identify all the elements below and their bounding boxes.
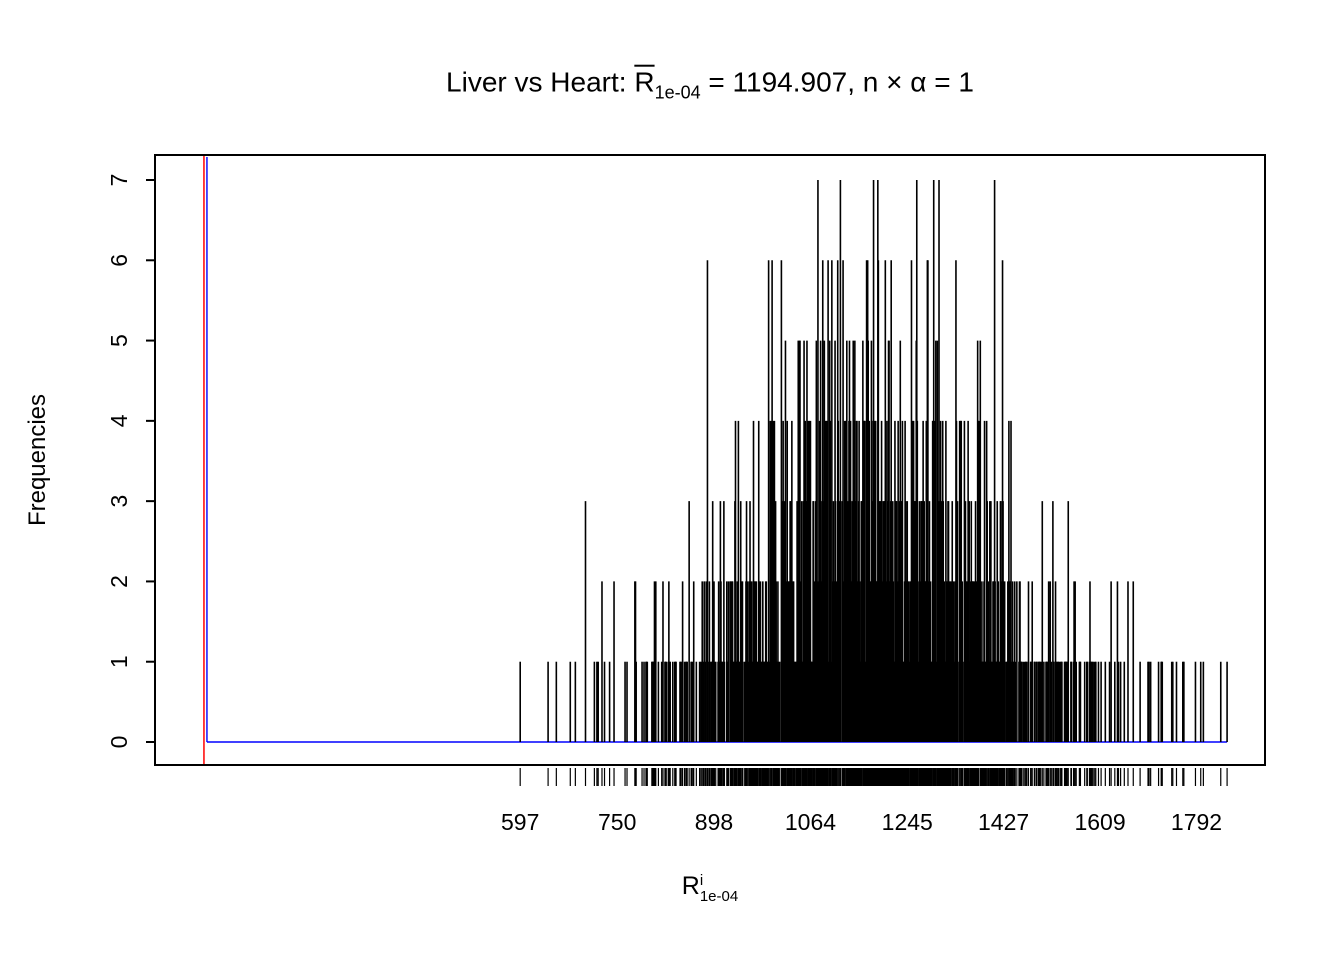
x-tick-label: 1427 [978, 809, 1029, 835]
x-axis-label-sub: 1e-04 [699, 887, 739, 905]
x-tick-label: 1792 [1171, 809, 1222, 835]
x-axis-label-sup: i [699, 871, 704, 889]
x-tick-label: 1064 [785, 809, 836, 835]
y-tick-label: 5 [106, 334, 132, 347]
y-axis-label: Frequencies [24, 393, 51, 527]
y-tick-label: 4 [106, 414, 132, 427]
x-tick-label: 597 [501, 809, 539, 835]
y-tick-label: 0 [106, 736, 132, 749]
chart-title-prefix: Liver vs Heart: [446, 66, 635, 98]
y-axis-ticks: 0 1 2 3 4 5 6 7 [106, 174, 155, 749]
x-tick-label: 750 [598, 809, 636, 835]
chart-title: Liver vs Heart: R1e-04 = 1194.907, n × α… [446, 67, 974, 104]
x-axis-tick-labels: 597 750 898 1064 1245 1427 1609 1792 [501, 809, 1222, 835]
x-tick-label: 898 [695, 809, 733, 835]
x-tick-label: 1609 [1074, 809, 1125, 835]
rug-marks [519, 768, 1228, 786]
plot-box [154, 154, 1266, 766]
y-tick-label: 2 [106, 575, 132, 588]
x-axis-label-base: R [681, 871, 700, 900]
chart-title-rbar-sub: 1e-04 [654, 82, 701, 103]
chart-title-suffix: = 1194.907, n × α = 1 [700, 66, 974, 98]
y-tick-label: 3 [106, 495, 132, 508]
chart-title-rbar: R [634, 66, 655, 98]
y-tick-label: 6 [106, 254, 132, 267]
x-tick-label: 1245 [882, 809, 933, 835]
y-tick-label: 1 [106, 655, 132, 668]
spikes [519, 180, 1228, 742]
y-tick-label: 7 [106, 174, 132, 187]
